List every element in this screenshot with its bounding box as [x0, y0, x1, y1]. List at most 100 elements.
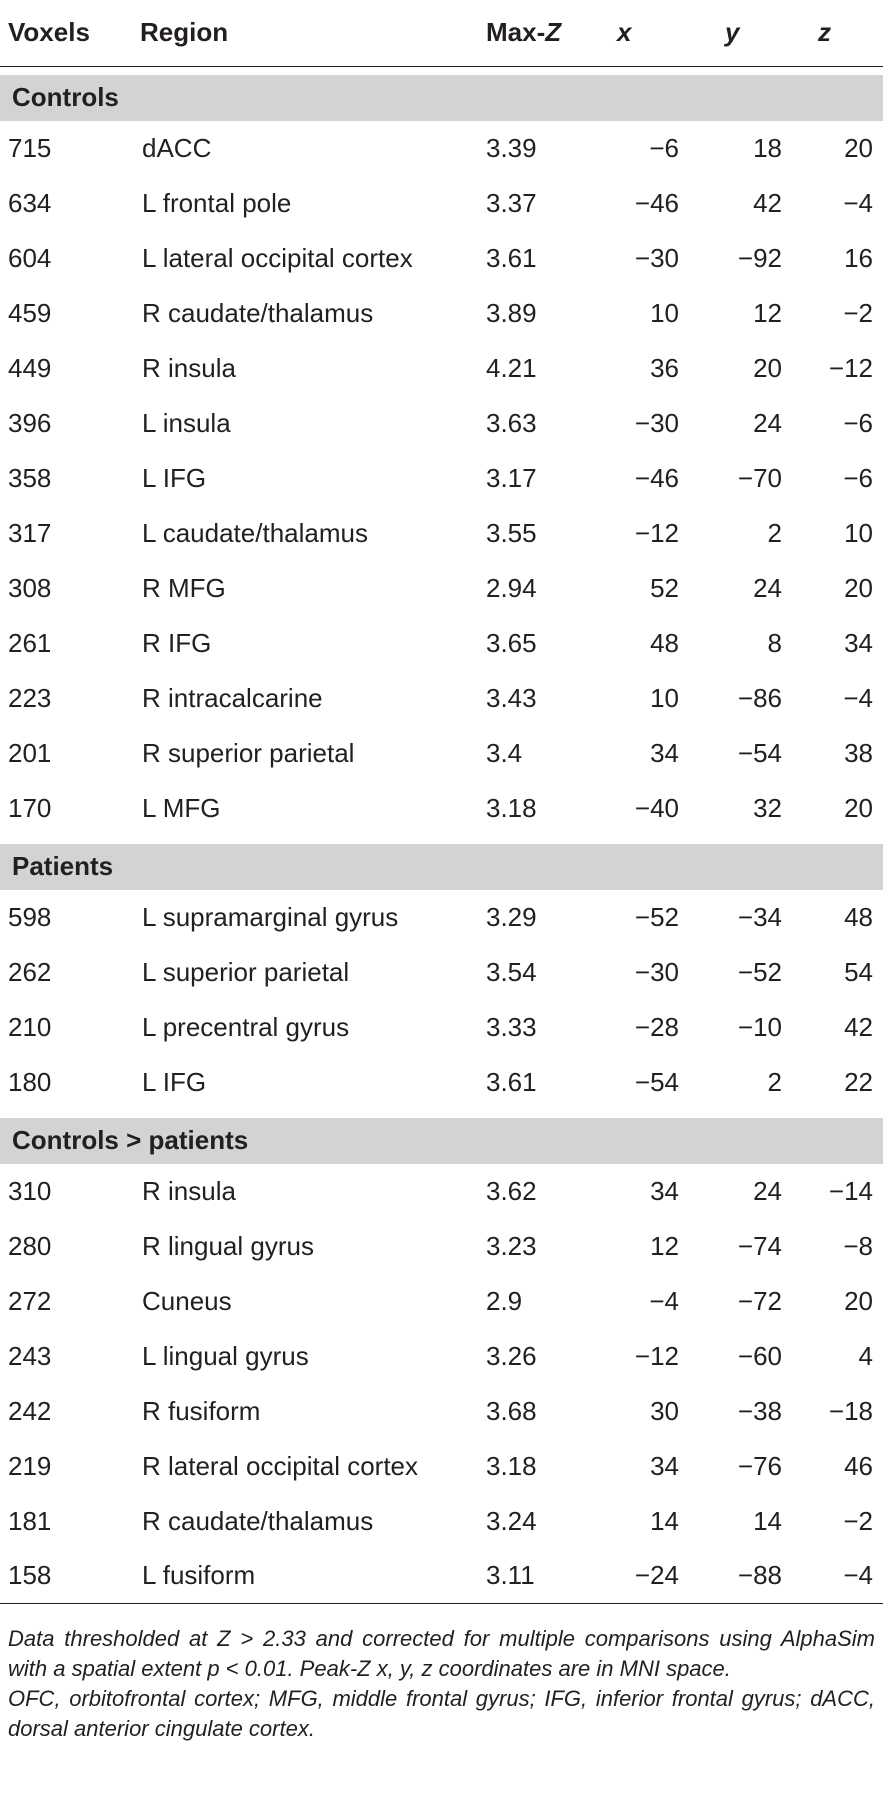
cell-voxels: 280	[8, 1230, 52, 1261]
cell-max-z: 3.23	[486, 1230, 537, 1261]
cell-voxels: 396	[8, 407, 52, 438]
cell-voxels: 201	[8, 737, 52, 768]
cell-y: −34	[737, 901, 782, 932]
cell-z: 4	[858, 1340, 873, 1371]
cell-y: −10	[737, 1011, 782, 1042]
cell-max-z: 3.37	[486, 187, 537, 218]
cell-region: L IFG	[142, 1066, 207, 1097]
cell-x: −30	[634, 956, 679, 987]
cell-voxels: 449	[8, 352, 52, 383]
cell-x: −54	[634, 1066, 679, 1097]
cell-z: 48	[844, 901, 873, 932]
cell-z: 42	[844, 1011, 873, 1042]
cell-region: R intracalcarine	[142, 682, 323, 713]
cell-max-z: 3.18	[486, 1450, 537, 1481]
cell-max-z: 3.68	[486, 1395, 537, 1426]
group-spacer	[0, 836, 883, 844]
cell-y: 24	[753, 572, 782, 603]
cell-z: 38	[844, 737, 873, 768]
cell-z: −12	[828, 352, 873, 383]
cell-voxels: 261	[8, 627, 52, 658]
group-header-row: Controls	[0, 74, 883, 121]
header-max-z-prefix: Max-	[486, 17, 546, 48]
cell-x: −46	[634, 462, 679, 493]
cell-region: L precentral gyrus	[142, 1011, 350, 1042]
table-row: 317 L caudate/thalamus 3.55 −12 2 10	[0, 506, 883, 561]
table-row: 634 L frontal pole 3.37 −46 42 −4	[0, 176, 883, 231]
cell-y: 20	[753, 352, 782, 383]
table-row: 272 Cuneus 2.9 −4 −72 20	[0, 1274, 883, 1329]
cell-z: −2	[843, 1505, 873, 1536]
cell-voxels: 715	[8, 132, 52, 163]
cell-x: −24	[587, 1548, 687, 1604]
cell-y: 8	[767, 627, 782, 658]
header-max-z: Max-Z	[478, 0, 587, 67]
cell-z: −4	[843, 682, 873, 713]
table-row: 310 R insula 3.62 34 24 −14	[0, 1164, 883, 1219]
cell-z: 20	[844, 792, 873, 823]
table-row: 261 R IFG 3.65 48 8 34	[0, 616, 883, 671]
table-row: 262 L superior parietal 3.54 −30 −52 54	[0, 945, 883, 1000]
cell-voxels: 272	[8, 1285, 52, 1316]
cell-voxels: 181	[8, 1505, 52, 1536]
cell-region: L supramarginal gyrus	[142, 901, 399, 932]
cell-region: R superior parietal	[142, 737, 355, 768]
cell-region: L fusiform	[132, 1548, 478, 1604]
cell-y: 24	[753, 407, 782, 438]
cell-voxels: 262	[8, 956, 52, 987]
cell-y: 42	[753, 187, 782, 218]
table-row: 308 R MFG 2.94 52 24 20	[0, 561, 883, 616]
header-max-z-var: Z	[545, 17, 562, 48]
cell-x: −30	[634, 407, 679, 438]
cell-region: L superior parietal	[142, 956, 350, 987]
table-row: 715 dACC 3.39 −6 18 20	[0, 121, 883, 176]
cell-max-z: 3.63	[486, 407, 537, 438]
cell-region: R caudate/thalamus	[142, 1505, 374, 1536]
cell-voxels: 180	[8, 1066, 52, 1097]
cell-y: −72	[737, 1285, 782, 1316]
table-row: 181 R caudate/thalamus 3.24 14 14 −2	[0, 1494, 883, 1549]
cell-max-z: 3.43	[486, 682, 537, 713]
cell-voxels: 634	[8, 187, 52, 218]
cell-y: 32	[753, 792, 782, 823]
table-row: 604 L lateral occipital cortex 3.61 −30 −92 1…	[0, 231, 883, 286]
cell-voxels: 242	[8, 1395, 52, 1426]
cell-z: −4	[790, 1548, 883, 1604]
cell-y: −60	[737, 1340, 782, 1371]
cell-z: 54	[844, 956, 873, 987]
cell-region: L lingual gyrus	[142, 1340, 309, 1371]
table-body: Controls 715 dACC 3.39 −6 18 20 634 L frontal po…	[0, 66, 883, 1604]
cell-z: −8	[843, 1230, 873, 1261]
cell-x: 10	[650, 297, 679, 328]
cell-max-z: 3.18	[486, 792, 537, 823]
table-row: 223 R intracalcarine 3.43 10 −86 −4	[0, 671, 883, 726]
cell-y: −76	[737, 1450, 782, 1481]
cell-max-z: 3.11	[478, 1548, 587, 1604]
cell-max-z: 3.89	[486, 297, 537, 328]
cell-z: 22	[844, 1066, 873, 1097]
cell-z: −2	[843, 297, 873, 328]
cell-x: 12	[650, 1230, 679, 1261]
cell-voxels: 598	[8, 901, 52, 932]
cell-z: 20	[844, 572, 873, 603]
cell-z: −6	[843, 462, 873, 493]
cell-z: 10	[844, 517, 873, 548]
header-x: x	[587, 0, 687, 67]
cell-region: R lateral occipital cortex	[142, 1450, 418, 1481]
cell-voxels: 358	[8, 462, 52, 493]
cell-region: L insula	[142, 407, 231, 438]
cell-x: −46	[634, 187, 679, 218]
cell-x: −6	[649, 132, 679, 163]
cell-z: −4	[843, 187, 873, 218]
cell-x: 36	[650, 352, 679, 383]
table-row: 180 L IFG 3.61 −54 2 22	[0, 1055, 883, 1110]
table-row: 598 L supramarginal gyrus 3.29 −52 −34 48	[0, 890, 883, 945]
cell-max-z: 2.9	[486, 1285, 523, 1316]
cell-y: −38	[737, 1395, 782, 1426]
cell-region: L caudate/thalamus	[142, 517, 368, 548]
cell-max-z: 3.62	[486, 1175, 537, 1206]
cell-y: −86	[737, 682, 782, 713]
cell-voxels: 219	[8, 1450, 52, 1481]
table-row: 449 R insula 4.21 36 20 −12	[0, 341, 883, 396]
results-table-page: Voxels Region Max-Z x y z Controls 715 dAC…	[0, 0, 883, 1741]
